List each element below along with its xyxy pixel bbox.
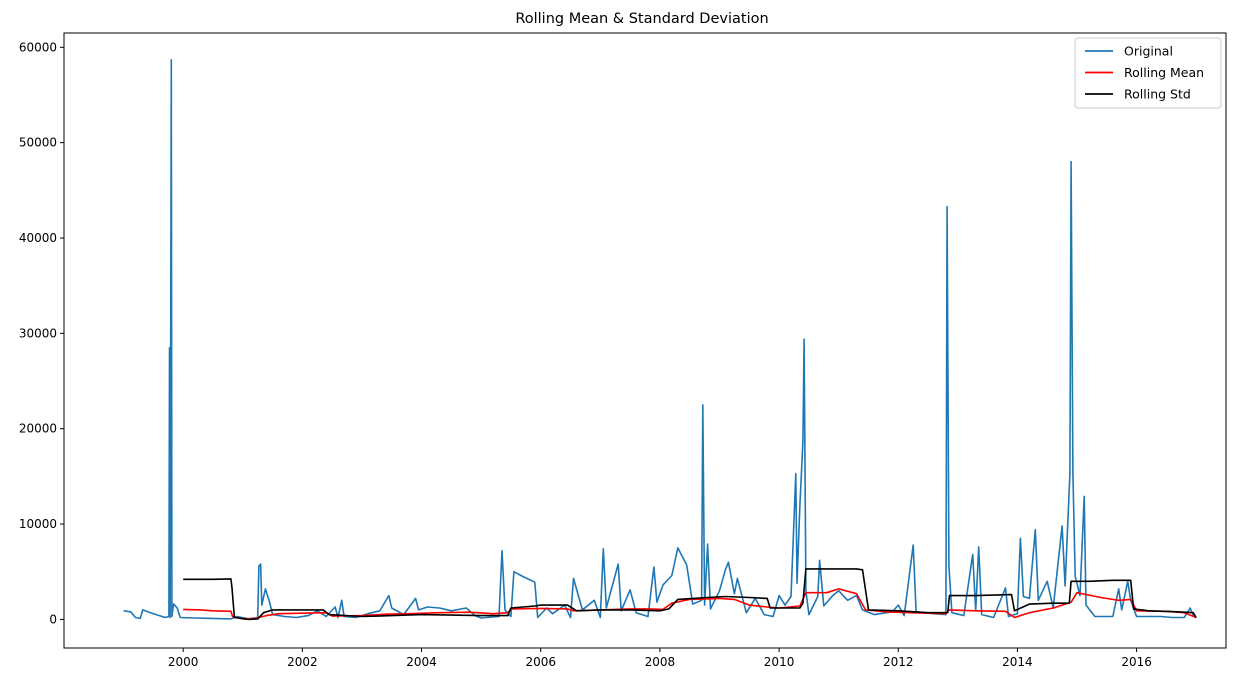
y-tick-label: 40000 <box>19 231 57 245</box>
series-line-rolling-mean <box>183 588 1197 620</box>
legend-label: Rolling Mean <box>1124 65 1204 80</box>
y-tick-label: 60000 <box>19 40 57 54</box>
x-axis: 2000 2002 2004 2006 2008 2010 2012 2014 2016 <box>168 648 1152 669</box>
series-lines <box>123 58 1197 621</box>
x-tick-label: 2014 <box>1002 655 1033 669</box>
x-tick-label: 2008 <box>645 655 676 669</box>
y-tick-label: 30000 <box>19 326 57 340</box>
legend-frame <box>1074 37 1222 109</box>
legend: Original Rolling Mean Rolling Std <box>1074 37 1222 109</box>
legend-label: Rolling Std <box>1124 87 1191 102</box>
y-tick-label: 0 <box>49 612 57 626</box>
legend-label: Original <box>1124 44 1173 59</box>
x-tick-label: 2012 <box>883 655 914 669</box>
x-tick-label: 2004 <box>406 655 437 669</box>
x-tick-label: 2016 <box>1121 655 1152 669</box>
y-axis: 0 10000 20000 30000 40000 50000 60000 <box>19 40 64 626</box>
series-line-original <box>123 58 1197 620</box>
y-tick-label: 20000 <box>19 422 57 436</box>
x-tick-label: 2000 <box>168 655 199 669</box>
y-tick-label: 10000 <box>19 517 57 531</box>
x-tick-label: 2010 <box>764 655 795 669</box>
series-line-rolling-std <box>183 568 1197 621</box>
chart-title: Rolling Mean & Standard Deviation <box>515 11 768 27</box>
x-tick-label: 2006 <box>525 655 556 669</box>
x-tick-label: 2002 <box>287 655 318 669</box>
y-tick-label: 50000 <box>19 136 57 150</box>
plot-frame <box>63 32 1227 649</box>
